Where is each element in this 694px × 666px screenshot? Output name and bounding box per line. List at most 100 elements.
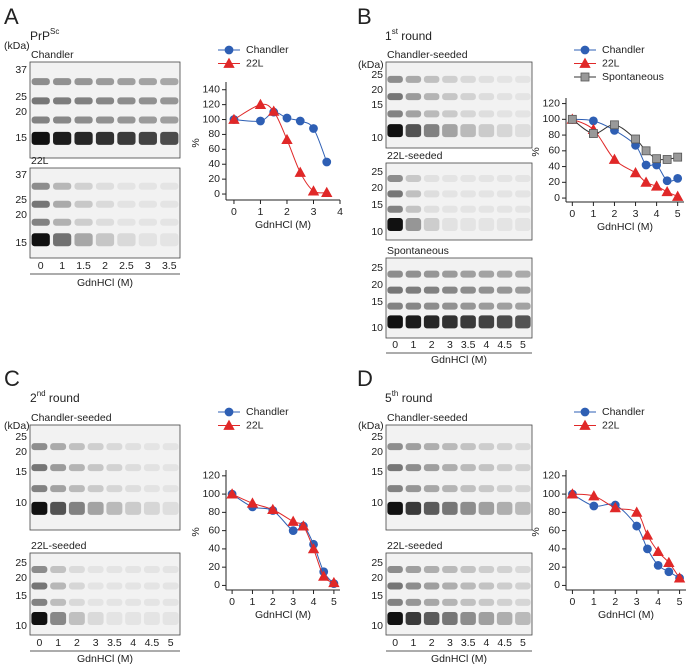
legend-label: 22L [246,57,264,69]
y-tick-label: 60 [208,524,220,536]
marker-triangle [566,488,579,499]
blot-band [31,116,50,124]
blot-band [31,485,48,493]
marker-triangle [254,98,267,110]
blot-band [53,218,72,226]
blot-band [162,443,179,451]
marker-triangle [652,545,664,557]
marker-square [567,114,577,124]
blot-band [496,315,513,329]
marker-circle [224,45,234,55]
lane-label: 4.5 [497,339,512,351]
blot-band [423,302,440,310]
blot-band [478,190,495,198]
marker-triangle [281,133,293,145]
blot-band [138,116,157,124]
lane-axis-title: GdnHCl (M) [77,653,133,665]
blot-band [387,218,403,232]
blot-band [95,218,115,226]
mw-marker: 20 [371,572,383,584]
y-tick-label: 80 [208,128,220,140]
blot-band [423,611,440,625]
blot-band [460,598,476,606]
blot-band [138,78,157,86]
blot-band [68,485,85,493]
lane-label: 2 [429,339,435,351]
blot-band [387,302,403,310]
blot-band [50,443,67,451]
blot-band [143,485,160,493]
blot-band [87,566,104,574]
fit-line [233,111,328,163]
x-tick-label: 0 [229,596,235,608]
blot-band [423,124,440,138]
blot-band [423,598,440,606]
blot-band [50,582,67,590]
blot-band [387,566,403,574]
mw-marker: 37 [15,169,27,181]
blot-band [50,464,67,472]
marker-triangle [650,180,663,191]
blot-band [496,598,513,606]
blot-band [515,598,531,606]
y-tick-label: 120 [542,97,560,109]
marker-square [631,134,640,144]
fit-line [572,493,680,579]
blot-band [160,182,179,190]
marker-circle [632,521,642,531]
blot-band [117,218,136,226]
blot-band [423,75,440,83]
blot-band [53,116,72,124]
heading-sup: st [392,27,399,36]
y-tick-label: 80 [548,129,560,141]
y-tick-label: 40 [208,543,220,555]
heading-main: PrP [30,29,50,43]
blot-band [162,566,179,574]
blot-band [478,598,495,606]
marker-circle [309,124,318,133]
blot-band [117,78,136,86]
heading-main: 2 [30,391,37,405]
mw-marker: 37 [15,64,27,76]
x-tick-label: 2 [284,206,290,218]
blot-band [460,93,476,101]
y-tick-label: 40 [208,158,220,170]
y-tick-label: 0 [554,579,560,591]
blot-band [31,78,50,86]
blot-band [143,598,160,606]
y-axis-title: % [530,527,542,536]
x-tick-label: 2 [270,596,276,608]
lane-label: 1.5 [76,260,91,272]
marker-triangle [226,488,238,499]
blot-band [478,75,495,83]
blot-band [515,110,531,118]
blot-band [87,464,104,472]
blot-band [405,190,422,198]
blot-band [460,302,476,310]
blot-band [515,485,531,493]
blot-band [405,218,422,232]
mw-marker: 15 [15,466,27,478]
blot-band [460,205,476,213]
blot-band [442,485,458,493]
x-tick-label: 0 [569,208,575,220]
blot-band [95,200,115,208]
legend-label: Chandler [246,44,289,56]
marker-square [662,155,672,164]
marker-circle [224,407,234,417]
blot-band [143,582,160,590]
blot-band [53,200,72,208]
blot-band [387,315,403,329]
blot-band [138,218,157,226]
blot-band [117,200,136,208]
blot-band [31,611,48,625]
marker-circle [641,160,651,170]
marker-circle [282,113,292,123]
blot-band [478,464,495,472]
blot-band [478,205,495,213]
blot-band [460,582,476,590]
blot-band [50,598,67,606]
x-tick-label: 0 [231,206,237,218]
blot-band [478,611,495,625]
blot-band [68,501,85,515]
